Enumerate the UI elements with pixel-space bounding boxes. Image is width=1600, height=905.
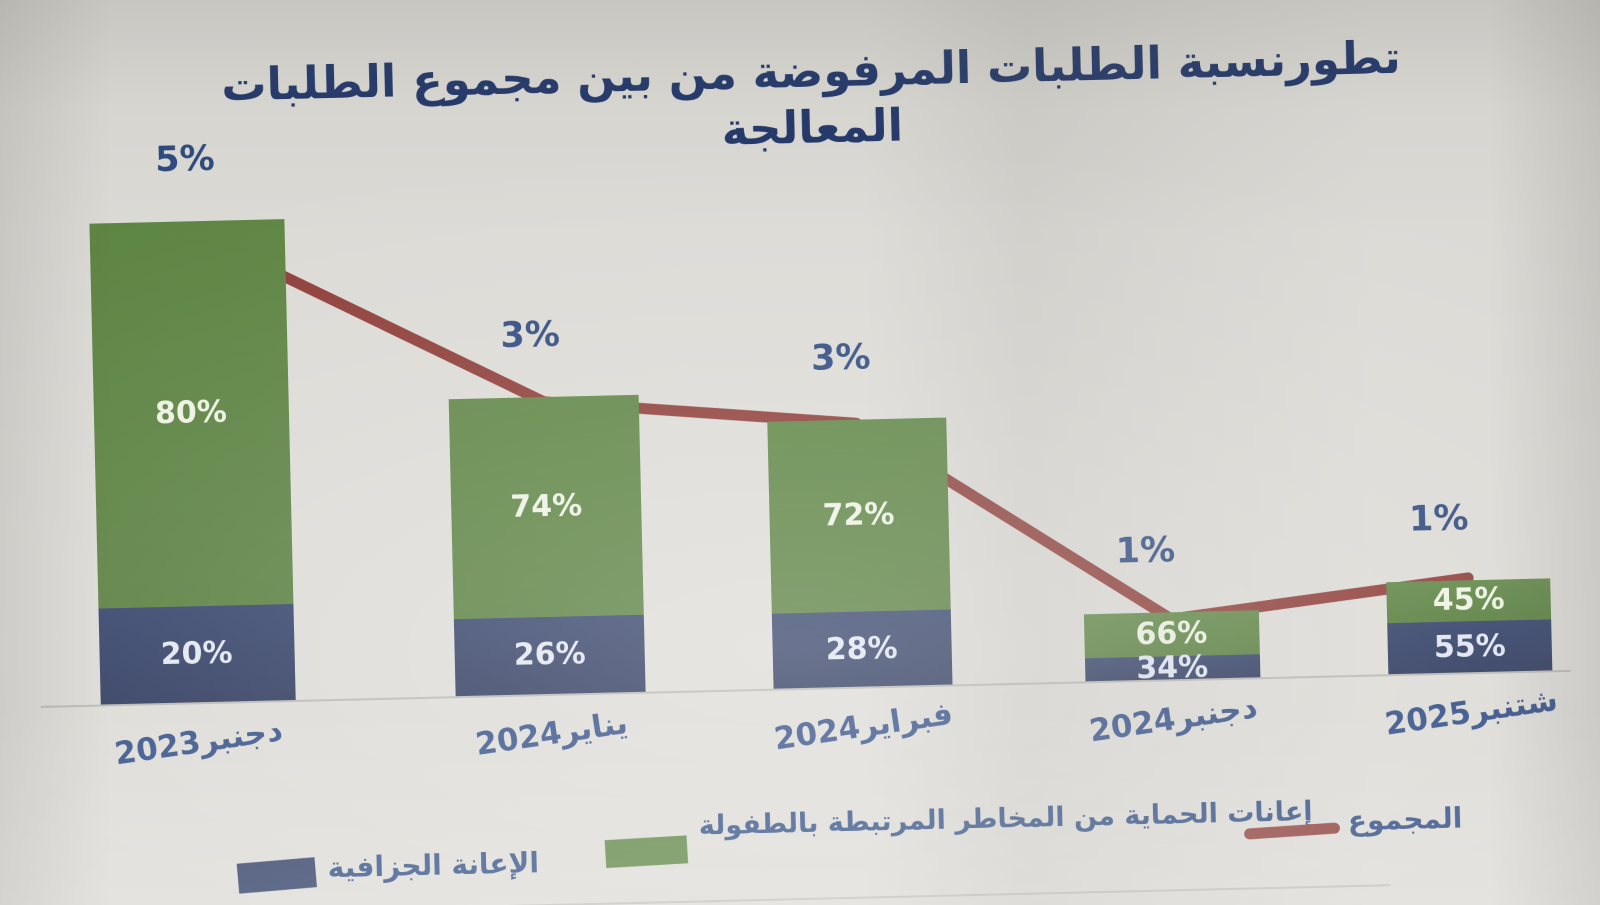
- segment-value-label: 45%: [1432, 581, 1505, 619]
- line-value-label: 3%: [499, 314, 561, 356]
- legend-label-total: المجموع: [1347, 801, 1463, 838]
- segment-value-label: 74%: [509, 487, 583, 525]
- bar-segment-lump-sum-allowance: 28%: [771, 609, 953, 689]
- navy-bar-swatch: [236, 857, 317, 894]
- bar-segment-childhood-protection: 80%: [88, 219, 293, 609]
- segment-value-label: 80%: [154, 394, 228, 432]
- bar-segment-childhood-protection: 72%: [766, 417, 951, 614]
- bar-group: 72% 28%: [766, 417, 953, 689]
- line-value-label: 5%: [154, 138, 216, 181]
- bar-group: 74% 26%: [448, 394, 646, 697]
- segment-value-label: 55%: [1433, 628, 1507, 665]
- bar-segment-childhood-protection: 45%: [1386, 578, 1552, 624]
- line-value-label: 3%: [810, 336, 871, 379]
- bar-segment-lump-sum-allowance: 20%: [97, 603, 296, 705]
- bar-segment-lump-sum-allowance: 34%: [1084, 648, 1260, 686]
- segment-value-label: 34%: [1135, 648, 1209, 686]
- bar-group: 45% 55%: [1386, 578, 1553, 675]
- bar-segment-lump-sum-allowance: 26%: [453, 614, 646, 697]
- segment-value-label: 72%: [822, 496, 895, 534]
- line-value-label: 1%: [1115, 529, 1176, 572]
- legend-label-lump-sum-allowance: الإعانة الجزافية: [327, 846, 540, 885]
- segment-value-label: 26%: [513, 636, 587, 674]
- segment-value-label: 28%: [825, 630, 898, 667]
- bar-group: 66% 34%: [1083, 609, 1260, 686]
- segment-value-label: 66%: [1135, 615, 1208, 653]
- bar-segment-lump-sum-allowance: 55%: [1387, 619, 1553, 675]
- bar-segment-childhood-protection: 74%: [448, 394, 644, 619]
- green-bar-swatch: [604, 835, 689, 869]
- bar-group: 80% 20%: [88, 219, 296, 705]
- line-value-label: 1%: [1408, 497, 1469, 540]
- segment-value-label: 20%: [160, 635, 233, 673]
